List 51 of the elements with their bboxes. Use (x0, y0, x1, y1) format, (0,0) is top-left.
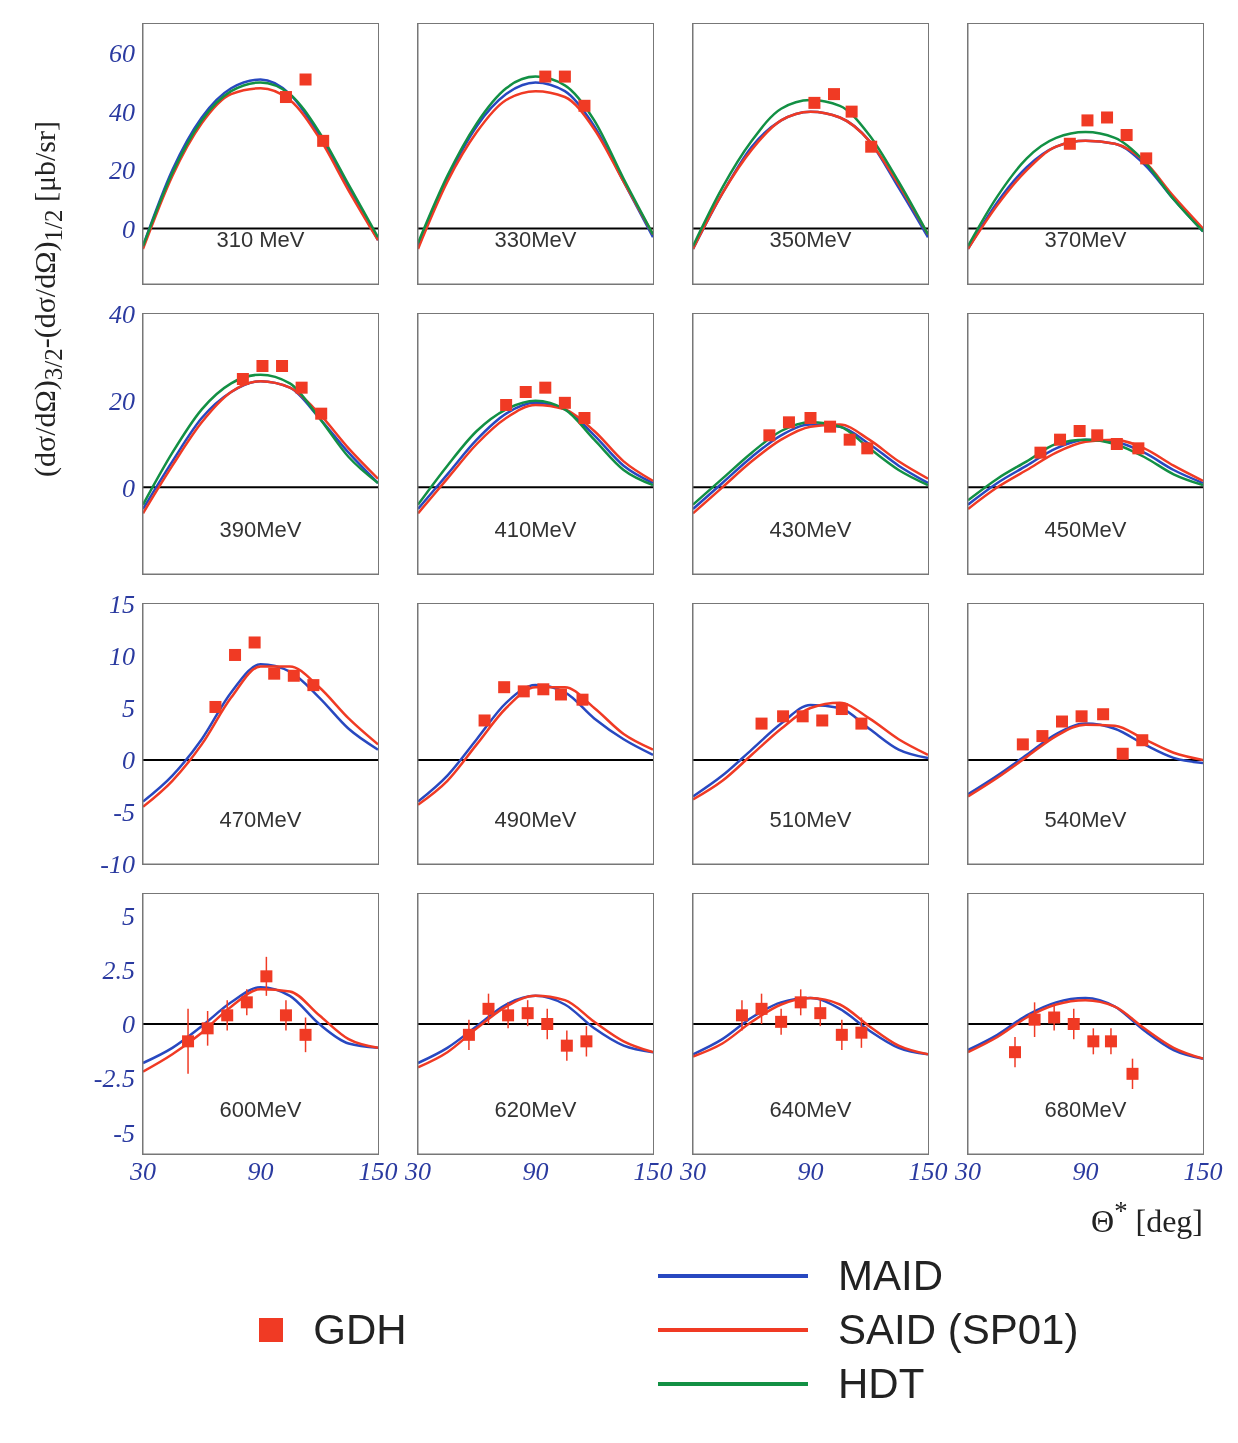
y-tick-label: -5 (113, 798, 135, 828)
text: 640MeV (768, 1096, 853, 1123)
text: 370MeV (1043, 226, 1128, 253)
text: 540MeV (1043, 806, 1128, 833)
text: 680MeV (1043, 1096, 1128, 1123)
legend-label: SAID (SP01) (838, 1305, 1079, 1355)
y-tick-label: 0 (122, 214, 135, 244)
x-axis-title: Θ$^{*}$ [deg] (1090, 1196, 1203, 1240)
y-tick-label: 15 (109, 590, 135, 620)
y-tick-label: 10 (109, 642, 135, 672)
x-tick-label: 30 (954, 1157, 981, 1187)
y-tick-label: 0 (122, 1010, 135, 1040)
y-tick-label: 0 (122, 746, 135, 776)
y-tick-label: 5 (122, 901, 135, 931)
y-tick-label: -2.5 (93, 1064, 135, 1094)
text: 490MeV (493, 806, 578, 833)
y-tick-label: 20 (109, 156, 135, 186)
y-tick-label: 40 (109, 300, 135, 330)
y-tick-label: 20 (109, 386, 135, 416)
text: 510MeV (768, 806, 853, 833)
y-tick-label: 60 (109, 39, 135, 69)
y-tick-label: -10 (100, 850, 135, 880)
x-tick-label: 150 (358, 1157, 398, 1187)
legend-label: HDT (838, 1359, 925, 1409)
text: 390MeV (218, 516, 303, 543)
text: 430MeV (768, 516, 853, 543)
text: 620MeV (493, 1096, 578, 1123)
x-tick-label: 90 (522, 1157, 549, 1187)
y-tick-label: -5 (113, 1118, 135, 1148)
x-tick-label: 30 (129, 1157, 156, 1187)
x-tick-label: 150 (1183, 1157, 1223, 1187)
text: 330MeV (493, 226, 578, 253)
text: 410MeV (493, 516, 578, 543)
x-tick-label: 90 (797, 1157, 824, 1187)
x-tick-label: 90 (247, 1157, 274, 1187)
y-tick-label: 2.5 (102, 956, 135, 986)
y-tick-label: 5 (122, 694, 135, 724)
x-tick-label: 150 (633, 1157, 673, 1187)
text: 470MeV (218, 806, 303, 833)
legend-label: MAID (838, 1251, 943, 1301)
x-tick-label: 150 (908, 1157, 948, 1187)
text: 350MeV (768, 226, 853, 253)
text: 450MeV (1043, 516, 1128, 543)
x-tick-label: 30 (404, 1157, 431, 1187)
y-tick-label: 0 (122, 473, 135, 503)
text: 310 MeV (215, 226, 306, 253)
x-tick-label: 90 (1072, 1157, 1099, 1187)
y-tick-label: 40 (109, 97, 135, 127)
legend-label: GDH (313, 1305, 407, 1355)
x-tick-label: 30 (679, 1157, 706, 1187)
text: 600MeV (218, 1096, 303, 1123)
